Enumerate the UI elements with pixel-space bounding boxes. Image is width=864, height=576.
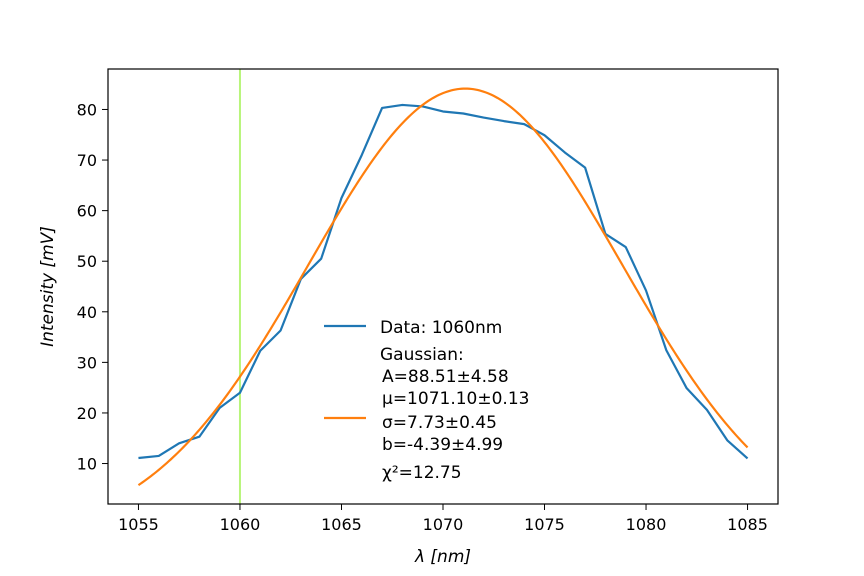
y-tick-label: 30	[77, 353, 97, 372]
legend-fit-parameter: μ=1071.10±0.13	[382, 389, 529, 409]
y-tick-label: 10	[77, 455, 97, 474]
plot-area	[137, 69, 749, 504]
x-tick-label: 1070	[423, 515, 464, 534]
legend-fit-parameter: A=88.51±4.58	[382, 367, 509, 387]
x-tick-label: 1085	[727, 515, 768, 534]
legend-label-fit: Gaussian:	[380, 345, 464, 365]
x-tick-label: 1060	[220, 515, 261, 534]
y-tick-label: 40	[77, 303, 97, 322]
legend-fit-parameter: b=-4.39±4.99	[382, 435, 503, 455]
y-tick-label: 70	[77, 151, 97, 170]
series-line-data	[138, 103, 749, 460]
y-axis-label: Intensity [mV]	[38, 226, 58, 347]
y-tick-label: 80	[77, 100, 97, 119]
legend-label-data: Data: 1060nm	[380, 318, 502, 338]
legend-fit-parameter: χ²=12.75	[382, 463, 462, 483]
legend: Data: 1060nm Gaussian: A=88.51±4.58μ=1071…	[324, 318, 529, 483]
x-tick-label: 1065	[321, 515, 362, 534]
y-tick-label: 20	[77, 404, 97, 423]
x-axis-label: λ [nm]	[414, 547, 471, 567]
y-tick-label: 60	[77, 202, 97, 221]
x-tick-label: 1075	[524, 515, 565, 534]
x-tick-label: 1055	[118, 515, 159, 534]
x-tick-label: 1080	[626, 515, 667, 534]
y-tick-label: 50	[77, 252, 97, 271]
legend-fit-parameter: σ=7.73±0.45	[382, 413, 497, 433]
axes: 1055 1060 1065 1070 1075 1080 1085 10 20 30 40 50 60…	[77, 68, 779, 534]
series-line-gaussian-fit	[137, 87, 749, 487]
